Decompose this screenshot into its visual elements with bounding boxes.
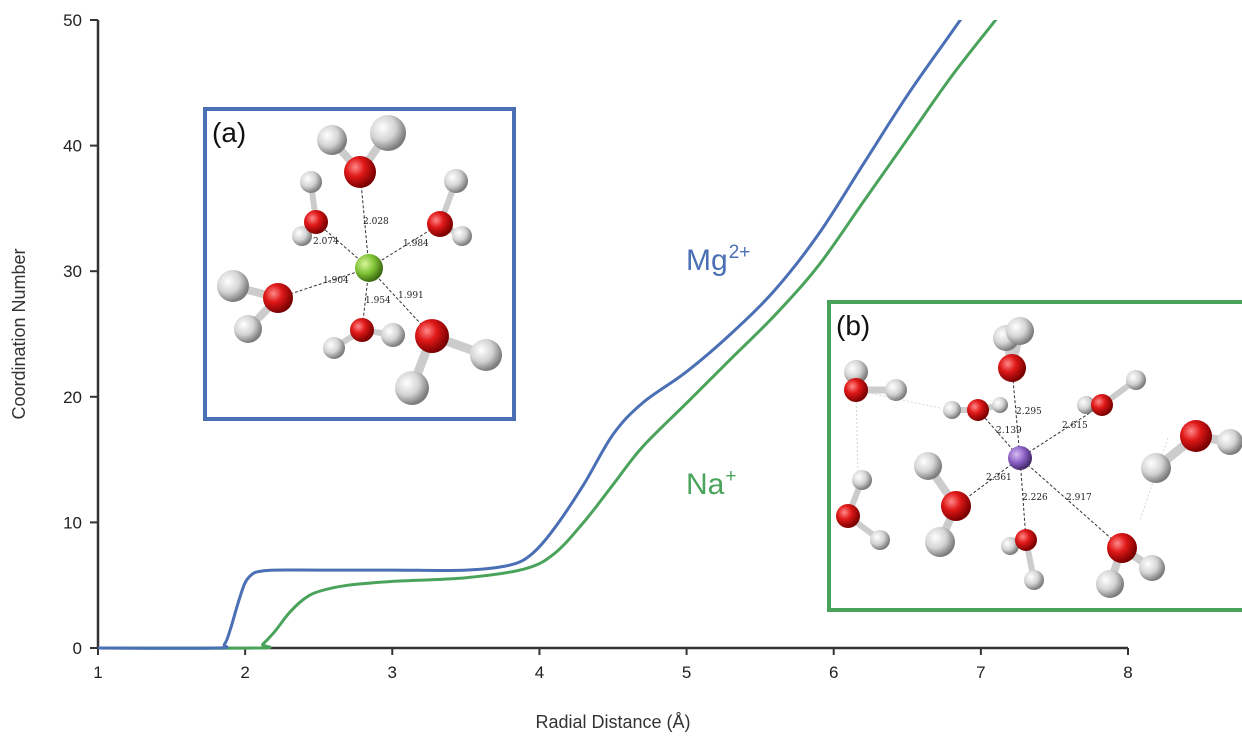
y-tick-label: 0 [73, 639, 82, 658]
svg-text:1.991: 1.991 [398, 291, 424, 301]
series-line-na [98, 20, 998, 650]
svg-text:2.295: 2.295 [1016, 407, 1042, 417]
x-tick-label: 2 [240, 663, 249, 682]
x-tick-label: 7 [976, 663, 985, 682]
inset-b-label: (b) [836, 310, 870, 341]
svg-text:2.361: 2.361 [986, 473, 1012, 483]
svg-text:2.028: 2.028 [363, 217, 389, 227]
mg-ion [355, 254, 383, 282]
y-tick-label: 30 [63, 262, 82, 281]
series-label-mg: Mg2+ [686, 242, 750, 277]
svg-text:2.226: 2.226 [1022, 493, 1048, 503]
x-tick-label: 5 [682, 663, 691, 682]
bond-labels-b: 2.295 2.139 2.615 2.361 2.226 2.917 [986, 407, 1092, 503]
inset-b-frame [827, 300, 1242, 612]
axis-ticks: 1 2 3 4 5 6 7 8 0 10 20 30 40 50 [63, 11, 1133, 682]
y-tick-label: 40 [63, 137, 82, 156]
inset-b: (b) 2.295 2.139 2.615 2.361 2.226 [827, 300, 1242, 612]
x-tick-label: 4 [535, 663, 544, 682]
y-tick-label: 20 [63, 388, 82, 407]
inset-a: (a) 2.028 2.074 1.984 1.904 1.954 1.991 [203, 107, 516, 421]
y-tick-label: 10 [63, 513, 82, 532]
svg-text:1.904: 1.904 [323, 276, 349, 286]
svg-text:1.984: 1.984 [403, 239, 429, 249]
svg-text:1.954: 1.954 [365, 296, 391, 306]
na-ion [1008, 446, 1032, 470]
series-line-mg [98, 20, 963, 650]
molecule-b: 2.295 2.139 2.615 2.361 2.226 2.917 [836, 317, 1242, 598]
x-tick-label: 1 [93, 663, 102, 682]
y-axis-title: Coordination Number [9, 248, 29, 419]
series-label-na: Na+ [686, 466, 736, 501]
x-axis-title: Radial Distance (Å) [535, 712, 690, 732]
svg-text:2.615: 2.615 [1062, 421, 1088, 431]
x-tick-label: 6 [829, 663, 838, 682]
bond-labels-a: 2.028 2.074 1.984 1.904 1.954 1.991 [313, 217, 429, 306]
svg-text:2.917: 2.917 [1066, 493, 1092, 503]
y-tick-label: 50 [63, 11, 82, 30]
x-tick-label: 8 [1123, 663, 1132, 682]
x-tick-label: 3 [388, 663, 397, 682]
svg-text:2.139: 2.139 [996, 426, 1022, 436]
svg-text:2.074: 2.074 [313, 237, 339, 247]
inset-a-label: (a) [212, 117, 246, 148]
molecule-a: 2.028 2.074 1.984 1.904 1.954 1.991 [217, 115, 502, 405]
